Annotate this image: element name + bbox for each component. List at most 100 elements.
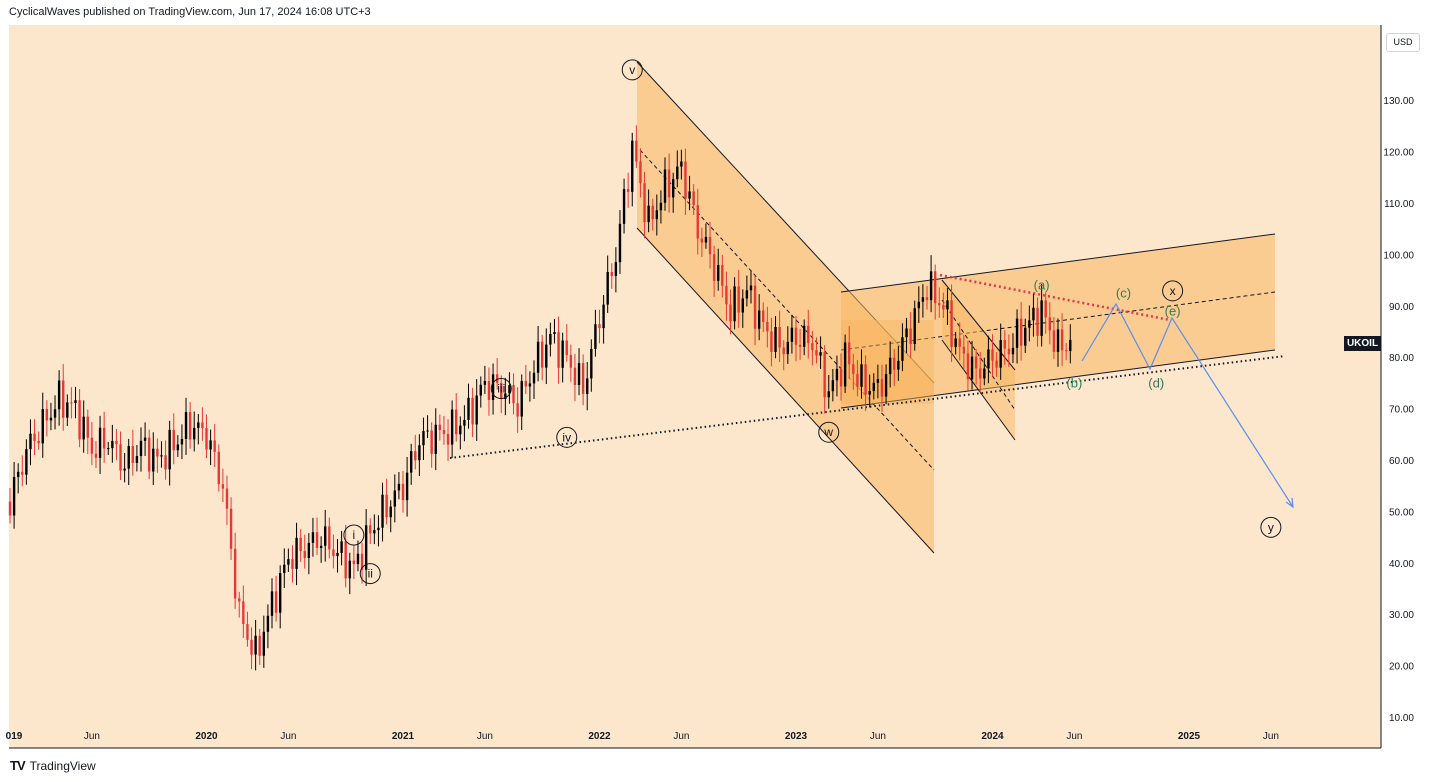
brand-name: TradingView: [29, 758, 96, 773]
candle-body: [188, 412, 192, 440]
candle-body: [586, 378, 589, 394]
x-tick-label: 2024: [981, 731, 1004, 742]
y-tick-label: 80.00: [1389, 353, 1414, 364]
candle-body: [70, 402, 73, 404]
candle-body: [655, 210, 659, 220]
candle-body: [123, 468, 126, 471]
x-tick-label: 019: [6, 731, 23, 742]
candle-body: [1060, 329, 1064, 351]
candle-body: [278, 573, 282, 613]
candle-body: [717, 265, 720, 281]
y-tick-label: 20.00: [1389, 662, 1414, 673]
candle-body: [667, 169, 671, 198]
candle-body: [336, 552, 339, 557]
candle-body: [839, 368, 843, 387]
candle-body: [209, 440, 212, 450]
candle-body: [545, 344, 548, 368]
candle-body: [979, 368, 982, 379]
candle-body: [942, 305, 945, 310]
candle-body: [770, 331, 773, 352]
candle-body: [442, 430, 446, 434]
candle-body: [635, 140, 638, 162]
candle-body: [680, 161, 683, 167]
x-tick-label: 2020: [195, 731, 218, 742]
candle-body: [848, 342, 851, 365]
candle-body: [614, 262, 618, 276]
candle-body: [712, 254, 716, 281]
candle-body: [270, 591, 274, 616]
candle-body: [360, 553, 364, 570]
x-tick-label: Jun: [870, 731, 886, 742]
projected-path: [1081, 302, 1294, 508]
candle-body: [299, 537, 302, 552]
candle-body: [888, 357, 892, 375]
candle-body: [418, 445, 421, 461]
wave-label: (b): [1066, 375, 1082, 390]
candle-body: [111, 440, 114, 449]
candle-body: [549, 334, 552, 345]
candle-body: [107, 448, 110, 450]
candle-body: [12, 476, 16, 516]
tradingview-logo-icon: TV: [10, 758, 26, 773]
candle-body: [1064, 350, 1068, 352]
y-tick-label: 30.00: [1389, 610, 1414, 621]
rising-channel-upper: [840, 233, 1276, 293]
candle-body: [324, 526, 327, 546]
projected-arrowhead: [1285, 497, 1294, 509]
candle-body: [929, 271, 933, 301]
candle-body: [62, 380, 65, 418]
candle-body: [373, 530, 376, 534]
candle-body: [782, 347, 785, 355]
candle-body: [487, 381, 491, 400]
candle-body: [590, 348, 593, 379]
footer-branding[interactable]: TV TradingView: [10, 758, 96, 773]
candle-body: [1032, 307, 1035, 321]
candle-body: [8, 501, 12, 516]
candle-body: [401, 483, 405, 501]
candle-body: [684, 161, 687, 199]
candle-body: [573, 367, 577, 386]
x-tick-label: 2022: [588, 731, 611, 742]
candle-body: [49, 417, 53, 421]
candle-body: [303, 551, 306, 559]
candle-body: [500, 382, 503, 399]
candle-body: [692, 191, 695, 206]
wave-label: (d): [1148, 375, 1164, 390]
y-tick-label: 10.00: [1389, 713, 1414, 724]
candle-body: [37, 440, 40, 444]
candle-body: [479, 384, 482, 396]
wave-label: iv: [562, 430, 571, 444]
candle-body: [766, 321, 769, 332]
candle-body: [512, 385, 515, 404]
candle-body: [217, 451, 220, 485]
candle-body: [266, 615, 270, 632]
candle-body: [1024, 327, 1027, 346]
rising-channel-lower: [840, 349, 1276, 409]
candle-body: [659, 202, 663, 211]
candle-body: [946, 300, 949, 310]
small-channel-upper: [941, 279, 1016, 371]
candle-body: [283, 564, 286, 574]
x-tick-label: 2025: [1178, 731, 1201, 742]
candle-body: [221, 484, 225, 489]
currency-button[interactable]: USD: [1386, 33, 1420, 52]
candle-body: [422, 431, 425, 446]
candle-body: [987, 349, 990, 369]
small-channel: [942, 280, 1015, 440]
y-tick-label: 120.00: [1383, 148, 1414, 159]
candle-body: [872, 382, 875, 392]
candle-body: [983, 368, 986, 379]
candle-body: [962, 346, 966, 354]
candle-body: [516, 403, 519, 417]
candle-body: [753, 285, 757, 329]
candle-body: [737, 286, 740, 313]
candle-body: [352, 560, 356, 565]
candle-body: [843, 342, 847, 387]
x-tick-label: Jun: [280, 731, 296, 742]
candle-body: [82, 416, 85, 440]
candle-body: [139, 440, 143, 457]
wave-label: (a): [1034, 278, 1050, 293]
wave-label: v: [629, 63, 635, 77]
candle-body: [815, 350, 818, 356]
